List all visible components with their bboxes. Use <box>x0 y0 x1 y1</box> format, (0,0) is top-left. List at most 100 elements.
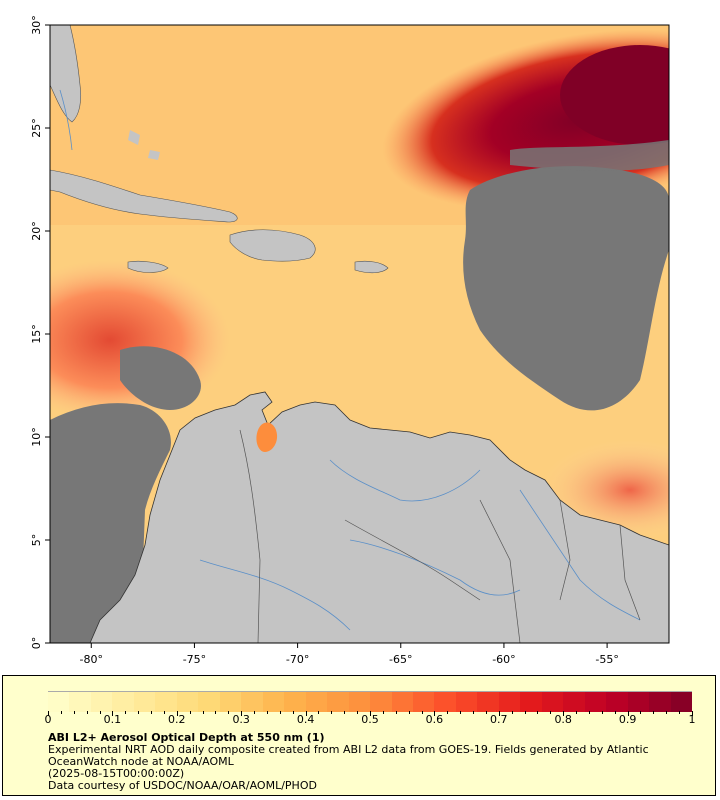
colorbar-tick <box>48 711 49 716</box>
colorbar-step <box>412 692 435 712</box>
colorbar-tick <box>228 711 230 714</box>
legend-description: Experimental NRT AOD daily composite cre… <box>48 743 649 768</box>
colorbar-step <box>627 692 650 712</box>
cuba-land <box>50 169 238 223</box>
rivers <box>59 89 641 631</box>
colorbar-step <box>155 692 177 712</box>
colorbar-tick <box>447 711 449 714</box>
colorbar-tick <box>473 711 475 714</box>
colorbar-tick <box>460 711 462 714</box>
y-tick-label: 15° <box>30 324 43 344</box>
bahamas-land <box>128 130 160 160</box>
legend-panel: 0 0.1 0.2 0.3 0.4 0.5 0.6 0.7 0.8 0.9 1 ABI L2+ Ae… <box>2 675 716 796</box>
y-tick-label: 5° <box>30 534 43 547</box>
colorbar-tick <box>189 711 191 714</box>
colorbar-step <box>112 692 134 712</box>
colorbar-tick <box>576 711 578 714</box>
legend-date: (2025-08-15T00:00:00Z) <box>48 767 185 780</box>
colorbar-label: 0.3 <box>232 713 250 726</box>
colorbar-step <box>606 692 628 712</box>
x-tick-label: -60° <box>492 653 515 666</box>
colorbar-label: 0.5 <box>361 713 379 726</box>
colorbar-label: 0.8 <box>554 713 572 726</box>
colorbar-tick <box>138 711 140 714</box>
y-tick-label: 20° <box>30 221 43 241</box>
colorbar-tick <box>421 711 423 714</box>
colorbar-labels: 0 0.1 0.2 0.3 0.4 0.5 0.6 0.7 0.8 0.9 1 <box>44 713 696 727</box>
x-axis-ticks: -80° -75° -70° -65° -60° -55° <box>80 643 619 666</box>
colorbar-label: 0.1 <box>103 713 122 726</box>
y-tick-label: 0° <box>30 637 43 650</box>
colorbar-step <box>455 692 478 712</box>
colorbar-tick <box>99 711 101 714</box>
colorbar-tick <box>176 711 178 716</box>
colorbar-label: 0.2 <box>168 713 186 726</box>
colorbar-label: 0.9 <box>618 713 637 726</box>
colorbar-step <box>305 692 328 712</box>
colorbar-tick <box>692 711 693 716</box>
colorbar-tick <box>679 711 681 714</box>
colorbar-step <box>541 692 564 712</box>
colorbar-step <box>133 692 156 712</box>
colorbar-tick <box>382 711 384 714</box>
colorbar-label: 1 <box>688 713 696 726</box>
colorbar-step <box>649 692 671 712</box>
y-tick-label: 30° <box>30 15 43 35</box>
colorbar-tick <box>202 711 204 714</box>
colorbar-tick <box>60 711 62 714</box>
colorbar-label: 0.4 <box>296 713 315 726</box>
lake-maracaibo <box>256 422 278 452</box>
x-tick-label: -75° <box>183 653 206 666</box>
colorbar-tick <box>563 711 565 716</box>
colorbar-tick <box>73 711 75 714</box>
colorbar-step <box>90 692 113 712</box>
colorbar-label: 0.7 <box>490 713 508 726</box>
colorbar-tick <box>215 711 217 714</box>
colorbar-step <box>498 692 521 712</box>
colorbar-tick <box>254 711 256 714</box>
colorbar-step <box>198 692 220 712</box>
colorbar-tick <box>344 711 346 714</box>
colorbar-step <box>520 692 542 712</box>
colorbar-step <box>327 692 349 712</box>
south-america-land <box>89 391 669 643</box>
colorbar <box>48 691 693 712</box>
colorbar-step <box>284 692 306 712</box>
colorbar-step <box>391 692 413 712</box>
jamaica-land <box>127 260 169 273</box>
colorbar-step <box>584 692 607 712</box>
x-tick-label: -80° <box>80 653 103 666</box>
colorbar-tick <box>640 711 642 714</box>
colorbar-step <box>219 692 242 712</box>
colorbar-tick <box>241 711 243 716</box>
colorbar-step <box>348 692 371 712</box>
colorbar-tick <box>86 711 88 714</box>
colorbar-tick <box>305 711 307 716</box>
colorbar-tick <box>279 711 281 714</box>
x-tick-label: -70° <box>286 653 309 666</box>
colorbar-step <box>563 692 585 712</box>
colorbar-step <box>670 692 693 712</box>
colorbar-tick <box>318 711 320 714</box>
colorbar-tick <box>331 711 333 714</box>
colorbar-tick <box>498 711 500 716</box>
colorbar-tick <box>357 711 359 714</box>
colorbar-step <box>370 692 392 712</box>
y-tick-label: 10° <box>30 427 43 447</box>
colorbar-tick <box>125 711 127 714</box>
colorbar-ticks <box>48 711 693 721</box>
colorbar-step <box>176 692 199 712</box>
x-tick-label: -65° <box>389 653 412 666</box>
colorbar-tick <box>292 711 294 714</box>
legend-credit: Data courtesy of USDOC/NOAA/OAR/AOML/PHO… <box>48 779 317 792</box>
colorbar-tick <box>511 711 513 714</box>
colorbar-step <box>262 692 285 712</box>
colorbar-tick <box>601 711 603 714</box>
colorbar-tick <box>370 711 371 716</box>
colorbar-label: 0 <box>44 713 52 726</box>
florida-land <box>50 25 82 123</box>
colorbar-tick <box>537 711 539 714</box>
aod-map[interactable]: -80° -75° -70° -65° -60° -55° 0° 5° 10° 15° 20° 25… <box>0 0 720 670</box>
puerto-rico-land <box>354 260 389 274</box>
colorbar-tick <box>588 711 590 714</box>
